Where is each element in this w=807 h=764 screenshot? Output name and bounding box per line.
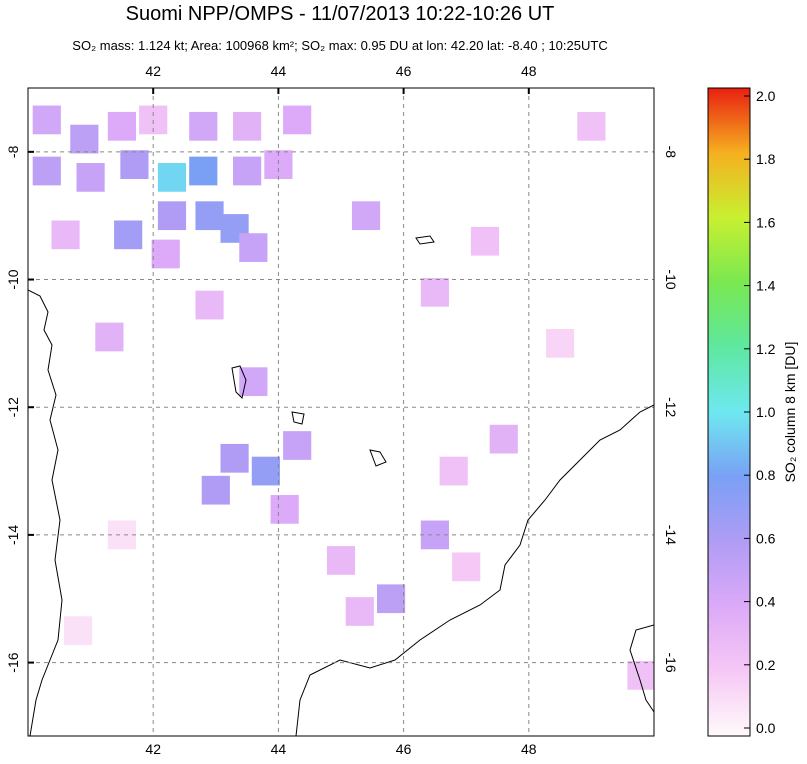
so2-cell (251, 456, 280, 486)
y-tick-label: -10 (5, 269, 21, 289)
so2-cell (326, 546, 356, 575)
colorbar-tick-label: 1.2 (756, 341, 776, 357)
so2-cell (76, 163, 105, 192)
y-tick-label: -8 (663, 146, 679, 159)
colorbar (707, 87, 751, 737)
so2-cell (351, 201, 381, 231)
colorbar-tick-label: 1.0 (756, 404, 776, 420)
x-tick-label: 48 (521, 741, 537, 757)
so2-cell (195, 201, 224, 231)
x-tick-label: 42 (145, 63, 161, 79)
so2-cell (120, 150, 149, 179)
so2-cell (32, 156, 61, 186)
colorbar-tick-label: 2.0 (756, 88, 776, 104)
colorbar-tick-label: 0.2 (756, 657, 776, 673)
colorbar-tick-label: 1.4 (756, 278, 776, 294)
so2-cell (195, 290, 224, 320)
x-tick-label: 44 (271, 63, 287, 79)
y-tick-label: -14 (663, 525, 679, 545)
so2-cell (627, 660, 654, 690)
so2-cell (439, 456, 468, 486)
so2-cell (546, 329, 575, 358)
so2-cell (577, 111, 606, 141)
so2-cell (283, 105, 312, 135)
so2-cell (151, 239, 180, 269)
y-tick-label: -16 (5, 652, 21, 672)
so2-cell (63, 616, 93, 646)
so2-cell (201, 475, 230, 505)
so2-cell (233, 111, 262, 141)
coastline (28, 235, 654, 736)
so2-cell (107, 111, 136, 141)
so2-cell (114, 220, 143, 250)
y-tick-label: -12 (5, 397, 21, 417)
chart-title: Suomi NPP/OMPS - 11/07/2013 10:22-10:26 … (126, 3, 555, 25)
x-tick-label: 46 (396, 63, 412, 79)
so2-cell (32, 105, 61, 135)
so2-cell (157, 163, 187, 192)
so2-cell (70, 124, 99, 154)
x-tick-label: 46 (396, 741, 412, 757)
colorbar-tick-label: 1.8 (756, 151, 776, 167)
so2-cell (376, 584, 406, 614)
y-tick-label: -16 (663, 652, 679, 672)
x-tick-label: 44 (271, 741, 287, 757)
so2-cell (157, 201, 187, 231)
so2-cell (189, 156, 218, 186)
colorbar-tick-label: 0.6 (756, 530, 776, 546)
so2-cell (470, 226, 500, 256)
y-tick-label: -14 (5, 525, 21, 545)
so2-cell (452, 552, 481, 582)
colorbar-tick-label: 0.4 (756, 594, 776, 610)
so2-cell (283, 431, 312, 460)
colorbar-tick-label: 0.8 (756, 467, 776, 483)
so2-cell (51, 220, 80, 250)
y-tick-label: -10 (663, 269, 679, 289)
colorbar-tick-label: 0.0 (756, 720, 776, 736)
x-tick-label: 48 (521, 63, 537, 79)
so2-cell (107, 520, 136, 550)
y-tick-label: -8 (5, 145, 21, 158)
so2-cell (345, 597, 374, 626)
colorbar-tick-label: 1.6 (756, 214, 776, 230)
chart-subtitle: SO₂ mass: 1.124 kt; Area: 100968 km²; SO… (72, 38, 607, 53)
so2-cell (220, 443, 249, 473)
so2-cell (95, 322, 124, 352)
so2-cell (270, 494, 299, 524)
so2-cell (233, 156, 262, 186)
y-tick-label: -12 (663, 397, 679, 417)
colorbar-label: SO₂ column 8 km [DU] (782, 342, 798, 483)
x-tick-label: 42 (145, 741, 161, 757)
so2-cell (420, 277, 449, 307)
so2-cell (239, 233, 268, 262)
map-frame (27, 87, 655, 737)
so2-cell (489, 424, 518, 454)
so2-cell (189, 111, 218, 141)
